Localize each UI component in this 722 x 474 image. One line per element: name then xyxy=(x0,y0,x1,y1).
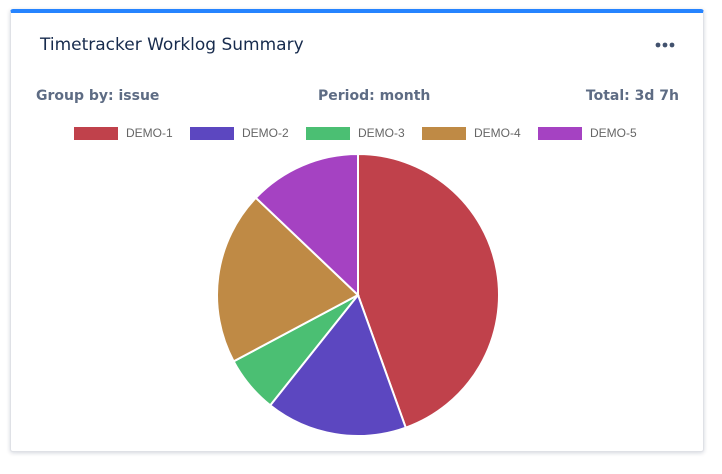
pie-slice-demo-4[interactable] xyxy=(216,196,360,363)
period-label: Period: month xyxy=(318,88,431,104)
more-actions-button[interactable] xyxy=(653,36,677,54)
legend-swatch xyxy=(306,127,350,140)
legend-label: DEMO-1 xyxy=(126,126,173,140)
more-horizontal-icon xyxy=(655,42,675,48)
legend-label: DEMO-4 xyxy=(474,126,521,140)
pie-slice-demo-2[interactable] xyxy=(268,292,408,437)
legend-swatch xyxy=(422,127,466,140)
pie-chart xyxy=(216,152,500,437)
gadget-title: Timetracker Worklog Summary xyxy=(40,35,304,55)
group-by-label: Group by: issue xyxy=(36,88,160,104)
legend-label: DEMO-3 xyxy=(358,126,405,140)
legend-label: DEMO-5 xyxy=(590,126,637,140)
pie-slice-demo-1[interactable] xyxy=(357,152,500,429)
legend-label: DEMO-2 xyxy=(242,126,289,140)
legend-swatch xyxy=(538,127,582,140)
legend-swatch xyxy=(190,127,234,140)
gadget-header: Timetracker Worklog Summary xyxy=(11,13,703,73)
total-label: Total: 3d 7h xyxy=(585,88,679,104)
pie-slice-demo-5[interactable] xyxy=(254,152,359,298)
legend-swatch xyxy=(74,127,118,140)
worklog-summary-gadget: Timetracker Worklog Summary Group by: is… xyxy=(10,9,704,452)
